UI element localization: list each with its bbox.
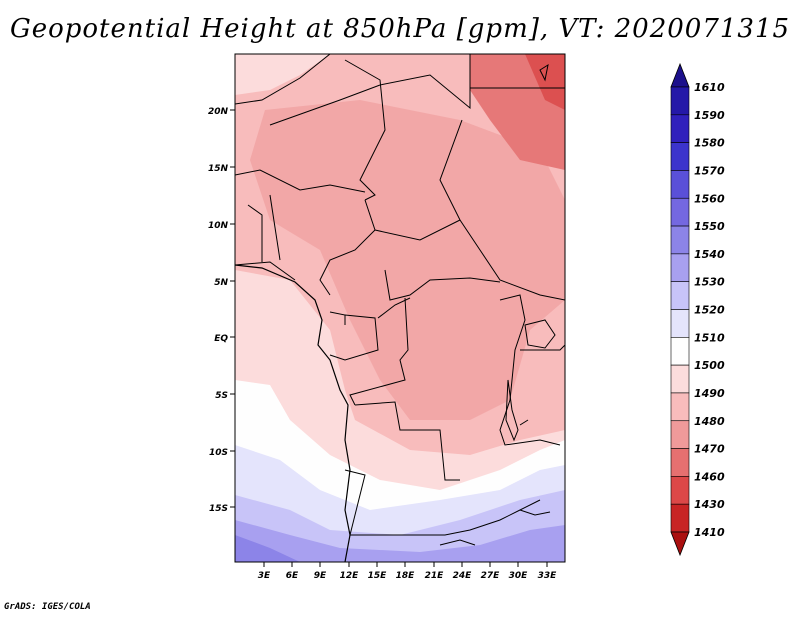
colorbar-label: 1430 xyxy=(694,498,725,511)
colorbar-label: 1410 xyxy=(694,526,725,539)
colorbar: 1610 1590 1580 1570 1560 1550 1540 1530 1520 1510… xyxy=(670,62,725,557)
atlantic-coastline xyxy=(235,264,351,562)
colorbar-label: 1590 xyxy=(694,109,725,122)
colorbar-label: 1490 xyxy=(694,387,725,400)
map-frame xyxy=(234,53,566,563)
x-tick-label: 6E xyxy=(286,571,299,581)
y-tick-label: 10S xyxy=(209,448,228,458)
y-tick-label: 5S xyxy=(215,391,228,401)
x-tick-label: 21E xyxy=(425,571,445,581)
x-axis: 3E 6E 9E 12E 15E 18E 21E 24E 27E 30E 33E xyxy=(258,562,557,581)
contour-1460-northeast xyxy=(525,54,565,110)
y-tick-label: 15N xyxy=(208,164,229,174)
colorbar-cell xyxy=(670,503,690,533)
y-axis: 20N 15N 10N 5N EQ 5S 10S 15S xyxy=(208,107,235,514)
colorbar-cell xyxy=(670,337,690,366)
colorbar-cell xyxy=(670,197,690,227)
colorbar-label: 1480 xyxy=(694,415,725,428)
colorbar-label: 1470 xyxy=(694,443,725,456)
x-tick-label: 33E xyxy=(538,571,558,581)
grads-credit: GrADS: IGES/COLA xyxy=(4,602,91,612)
contour-1500-north xyxy=(235,54,330,95)
chart-title: Geopotential Height at 850hPa [gpm], VT:… xyxy=(9,14,791,44)
contour-1540-south xyxy=(235,520,565,562)
colorbar-label: 1560 xyxy=(694,192,725,205)
colorbar-cell xyxy=(670,281,690,310)
y-tick-label: 15S xyxy=(209,504,228,514)
y-tick-label: 10N xyxy=(208,221,229,231)
x-tick-label: 9E xyxy=(314,571,327,581)
colorbar-cell xyxy=(670,420,690,449)
colorbar-cell xyxy=(670,309,690,338)
colorbar-label: 1610 xyxy=(694,81,725,94)
contour-1480-interior xyxy=(250,100,565,420)
colorbar-cell xyxy=(670,86,690,116)
x-tick-label: 3E xyxy=(258,571,271,581)
colorbar-cell xyxy=(670,114,690,143)
colorbar-cell xyxy=(670,476,690,505)
colorbar-cell xyxy=(670,392,690,422)
y-tick-label: EQ xyxy=(214,334,228,344)
y-tick-label: 5N xyxy=(214,278,228,288)
colorbar-top-arrow xyxy=(670,62,690,88)
colorbar-label: 1530 xyxy=(694,276,725,289)
colorbar-label: 1500 xyxy=(694,359,725,372)
x-tick-label: 18E xyxy=(396,571,416,581)
colorbar-label: 1540 xyxy=(694,248,725,261)
contour-1550-southwest xyxy=(235,535,300,562)
colorbar-cell xyxy=(670,364,690,394)
colorbar-cell xyxy=(670,253,690,282)
colorbar-label: 1520 xyxy=(694,304,725,317)
colorbar-cell xyxy=(670,448,690,477)
colorbar-cell xyxy=(670,142,690,171)
colorbar-label: 1580 xyxy=(694,137,725,150)
y-tick-label: 20N xyxy=(208,107,229,117)
x-tick-label: 27E xyxy=(481,571,501,581)
colorbar-label: 1550 xyxy=(694,220,725,233)
colorbar-cell xyxy=(670,225,690,255)
colorbar-cell xyxy=(670,170,690,199)
colorbar-label: 1570 xyxy=(694,164,725,177)
great-lakes xyxy=(505,63,556,516)
x-tick-label: 30E xyxy=(509,571,529,581)
colorbar-bottom-arrow xyxy=(670,531,690,557)
colorbar-label: 1510 xyxy=(694,331,725,344)
x-tick-label: 24E xyxy=(453,571,473,581)
colorbar-label: 1460 xyxy=(694,470,725,483)
x-tick-label: 12E xyxy=(340,571,360,581)
country-borders xyxy=(235,54,565,546)
map-field xyxy=(235,54,565,562)
x-tick-label: 15E xyxy=(368,571,388,581)
